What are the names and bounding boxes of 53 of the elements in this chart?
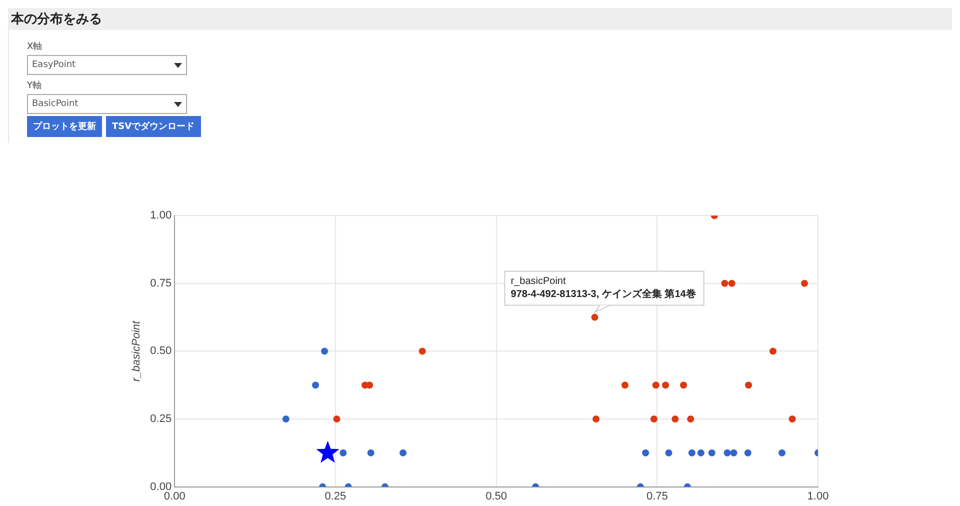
point (688, 449, 696, 456)
point (367, 449, 374, 456)
point (800, 280, 808, 287)
point (745, 382, 752, 389)
point (621, 382, 628, 389)
point (317, 442, 338, 462)
point (652, 382, 660, 389)
x-tick-label: 0.00 (164, 490, 186, 502)
point (665, 449, 672, 456)
point (650, 416, 658, 422)
x-tick-label: 0.25 (324, 490, 346, 502)
text: プロットを更新 (27, 116, 102, 137)
point (340, 449, 347, 456)
x-tick-label: 0.50 (486, 490, 508, 502)
text: Y軸 (27, 80, 42, 92)
point (321, 348, 328, 355)
point (778, 449, 786, 456)
point (769, 348, 776, 355)
point (697, 449, 704, 456)
annotation: r_basicPoint 978-4-492-81313-3, ケインズ全集 第14巻 (510, 276, 696, 300)
y-tick-label: 0.25 (150, 413, 172, 426)
text: EasyPoint (32, 60, 76, 70)
point (724, 449, 731, 456)
x-tick-label: 1.00 (807, 490, 829, 502)
point (672, 416, 679, 422)
point (282, 416, 290, 422)
point (788, 416, 796, 422)
y-tick-label: 0.00 (150, 480, 172, 493)
y-tick-label: 0.50 (150, 345, 172, 358)
text: X軸 (27, 40, 44, 53)
text: 本の分布をみる (8, 8, 952, 30)
text: BasicPoint (32, 99, 78, 109)
point (591, 314, 598, 321)
point (744, 449, 752, 456)
y-axis-title: r_basicPoint (130, 320, 143, 382)
x-tick-label: 0.75 (646, 490, 668, 502)
point (728, 280, 736, 287)
point (730, 449, 738, 456)
point (662, 382, 670, 389)
point (366, 382, 374, 389)
point (642, 449, 650, 456)
y-tick-label: 0.75 (150, 277, 172, 290)
point (400, 449, 407, 456)
point (708, 449, 716, 456)
point (418, 348, 426, 355)
y-tick-label: 1.00 (150, 210, 172, 222)
point (592, 416, 600, 422)
point (721, 280, 728, 287)
point (687, 416, 694, 422)
point (680, 382, 688, 389)
point (333, 416, 340, 422)
text: TSVでダウンロード (106, 116, 201, 137)
point (312, 382, 320, 389)
